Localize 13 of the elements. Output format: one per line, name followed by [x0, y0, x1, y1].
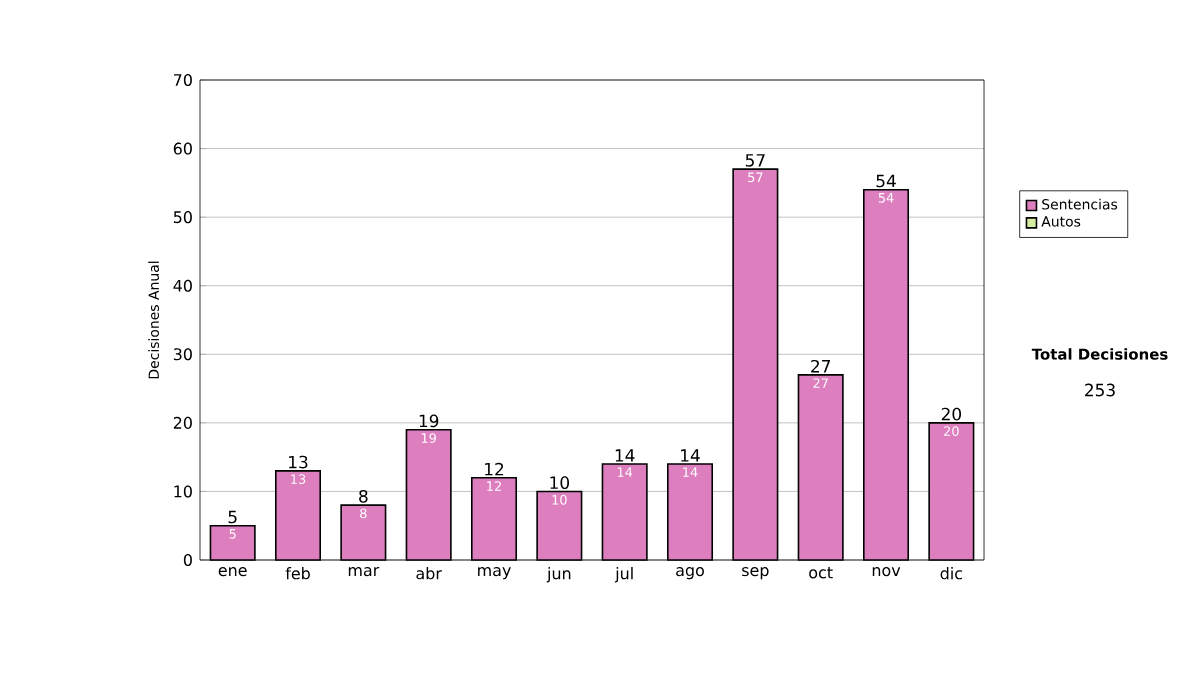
total-label: 54: [876, 174, 896, 188]
total-label: 8: [359, 489, 368, 503]
total-label: 57: [745, 154, 765, 167]
total-label: 13: [289, 455, 308, 469]
total-label: 14: [615, 449, 635, 462]
total-label: 5: [228, 510, 237, 524]
total-label: 19: [419, 414, 439, 428]
total-label: 20: [941, 407, 962, 421]
total-label: 27: [811, 359, 831, 373]
total-label: 10: [550, 476, 569, 490]
total-label: 12: [485, 462, 504, 476]
text: 253: [1085, 383, 1115, 397]
total-label: 14: [681, 449, 700, 462]
